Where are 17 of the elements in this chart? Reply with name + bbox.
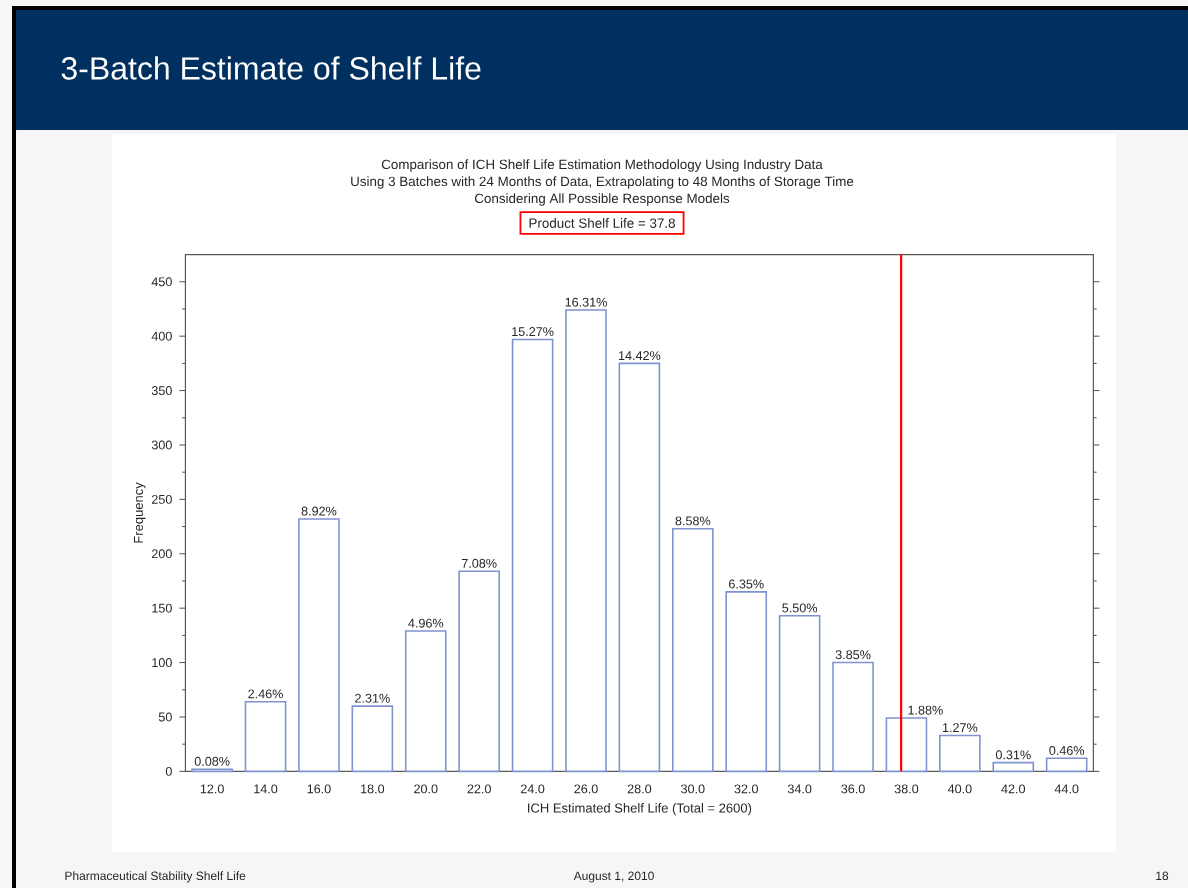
bar [832,661,874,773]
bar [778,614,821,773]
bar [725,591,768,773]
bar [618,362,661,773]
bar [458,570,500,773]
bar [298,518,340,773]
bar [404,630,447,773]
bar [992,761,1035,773]
chart-title: 3-Batch Estimate of Shelf Life [61,56,481,80]
bar [244,700,287,773]
bar [1045,757,1088,773]
bar [351,705,394,773]
bar [671,527,714,773]
bar [565,309,607,773]
bar [511,338,554,773]
bar [885,717,928,773]
bar [939,734,981,773]
